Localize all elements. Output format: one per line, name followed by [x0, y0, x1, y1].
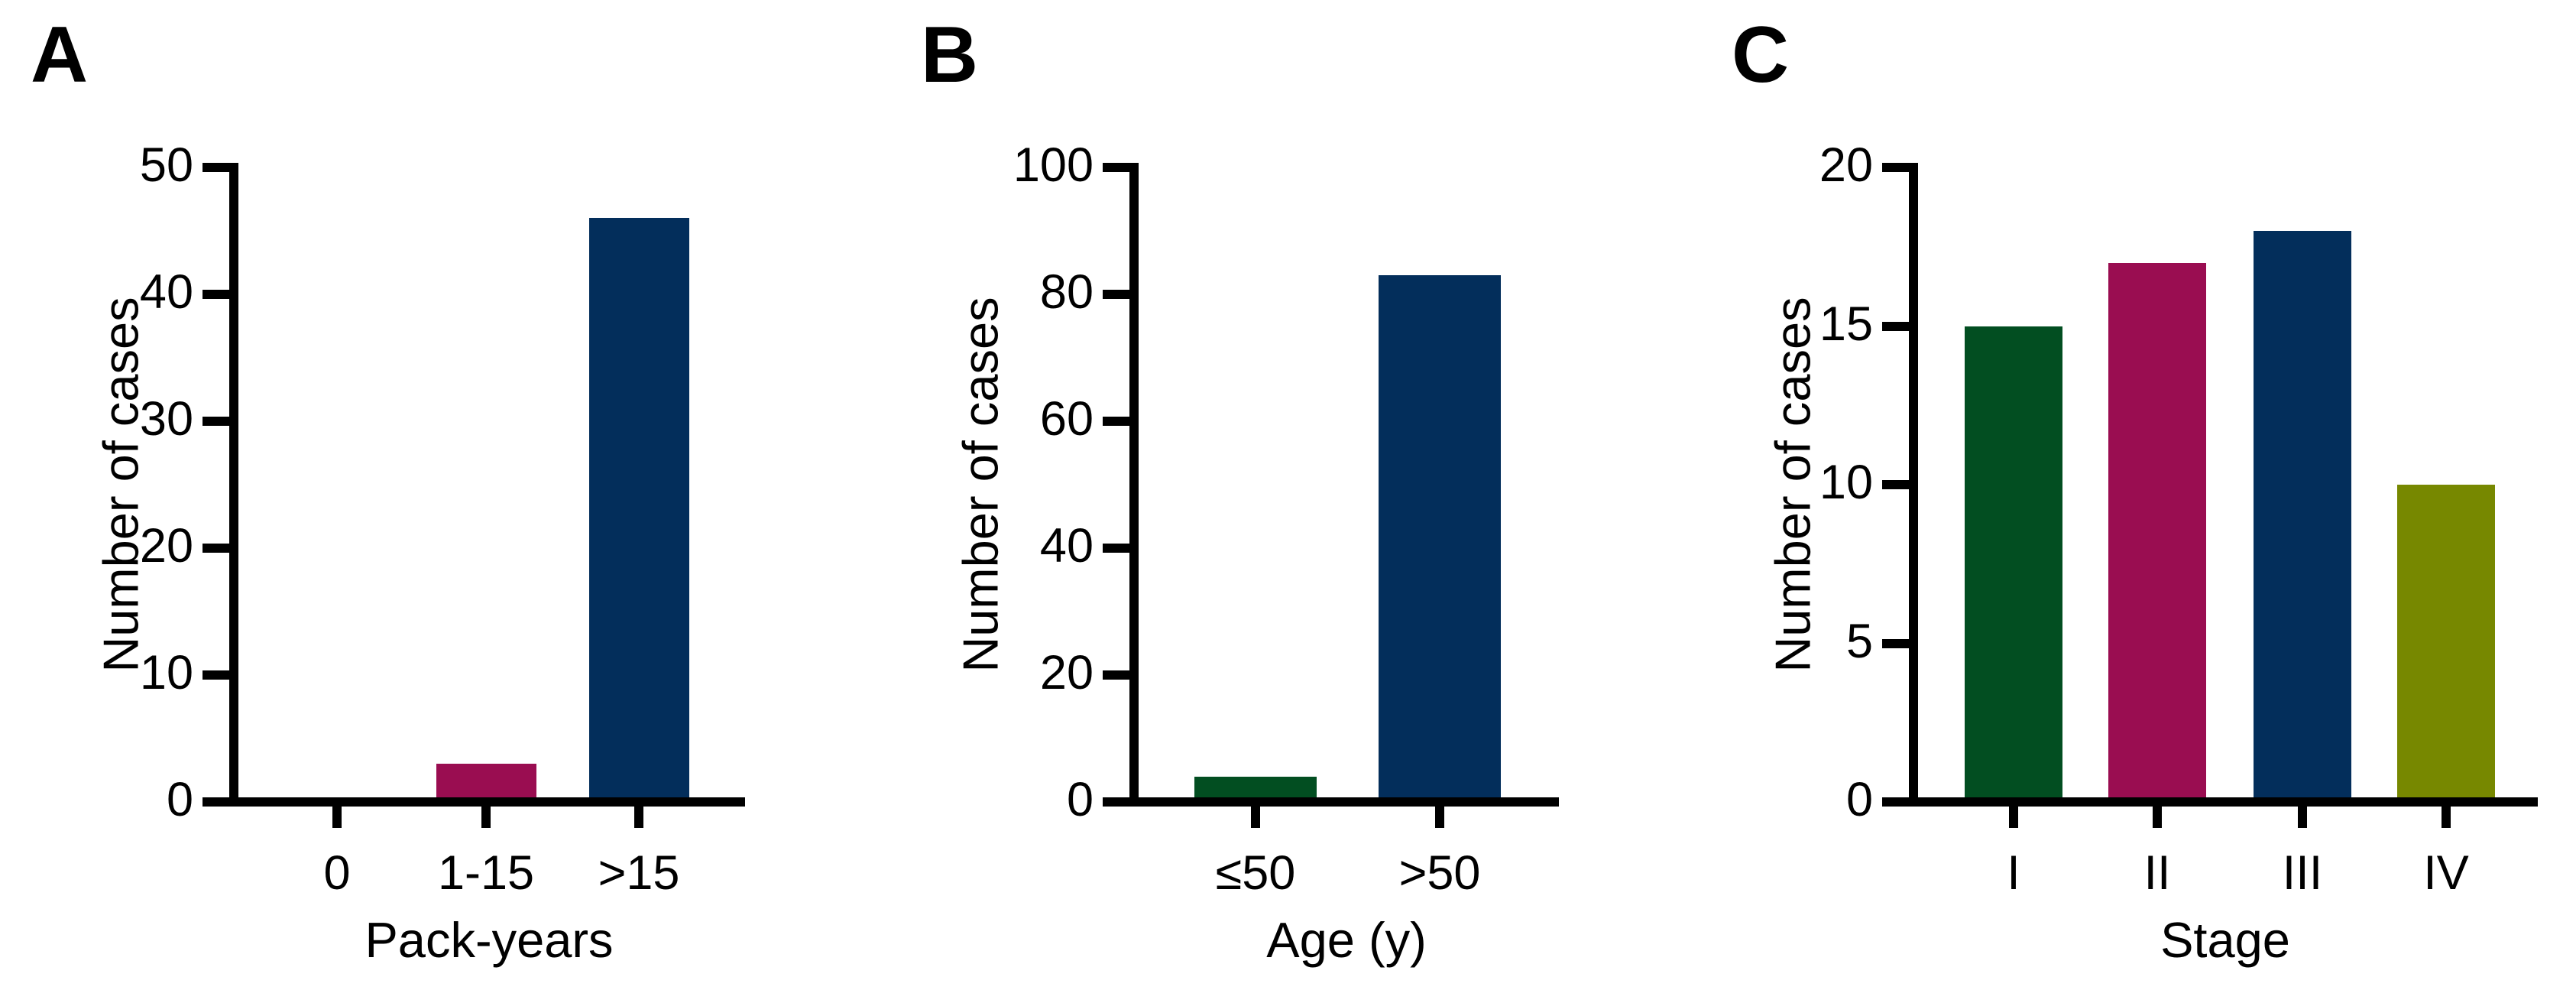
x-axis-title: Age (y) [1266, 912, 1427, 968]
y-tick [203, 670, 229, 680]
y-tick [1882, 163, 1909, 172]
bar-I [1965, 326, 2062, 802]
y-tick-label: 10 [1819, 456, 1873, 509]
y-tick [203, 163, 229, 172]
y-tick [1882, 797, 1909, 807]
bar->50 [1379, 275, 1501, 802]
x-tick [1435, 807, 1444, 828]
y-tick-label: 10 [139, 646, 193, 699]
panel-letter-A: A [31, 11, 89, 99]
y-tick-label: 30 [139, 392, 193, 446]
y-tick [1103, 290, 1129, 299]
y-axis-line [1909, 163, 1918, 807]
y-tick-label: 60 [1039, 392, 1094, 446]
x-tick [2153, 807, 2162, 828]
x-tick-label: 1-15 [437, 846, 535, 900]
bar-1-15 [436, 764, 536, 802]
y-tick-label: 100 [1013, 138, 1094, 192]
x-tick [332, 807, 342, 828]
bar-II [2108, 262, 2206, 802]
y-tick [203, 797, 229, 807]
y-tick [1882, 480, 1909, 489]
x-tick [2442, 807, 2451, 828]
x-tick [2298, 807, 2307, 828]
x-tick [1251, 807, 1260, 828]
x-tick [481, 807, 491, 828]
y-tick-label: 20 [139, 519, 193, 573]
x-axis-title: Pack-years [365, 912, 614, 968]
bar-chart-age: 0 20 40 60 80 100 ≤50 >50 [859, 0, 1718, 990]
panel-B: B Number of cases Age (y) 0 20 40 60 80 100 ≤5… [859, 0, 1718, 990]
y-tick [1103, 670, 1129, 680]
y-tick-label: 40 [1039, 519, 1094, 573]
x-tick-label: II [2143, 846, 2171, 900]
panel-letter-B: B [921, 11, 979, 99]
x-tick-label: III [2282, 846, 2323, 900]
x-tick-label: 0 [323, 846, 351, 900]
x-tick-label: IV [2423, 846, 2469, 900]
y-tick [1103, 797, 1129, 807]
y-tick [203, 417, 229, 426]
y-tick [1103, 544, 1129, 553]
bar-chart-stage: 0 5 10 15 20 I II III IV [1718, 0, 2576, 990]
y-axis-line [1129, 163, 1139, 807]
y-tick-label: 80 [1039, 265, 1094, 319]
x-axis-line [1909, 797, 2538, 807]
bar-chart-pack-years: 0 10 20 30 40 50 0 1-15 >15 [0, 0, 859, 990]
y-tick [203, 290, 229, 299]
y-axis-line [229, 163, 238, 807]
y-tick-label: 0 [166, 773, 193, 826]
panel-letter-C: C [1732, 11, 1790, 99]
y-tick-label: 50 [139, 138, 193, 192]
y-tick-label: 0 [1066, 773, 1094, 826]
bar-III [2254, 231, 2351, 802]
y-tick [1882, 638, 1909, 648]
y-tick [1103, 417, 1129, 426]
x-axis-line [1129, 797, 1559, 807]
x-tick [2009, 807, 2018, 828]
x-tick-label: >50 [1398, 846, 1481, 900]
x-tick-label: >15 [598, 846, 680, 900]
x-tick-label: I [2007, 846, 2020, 900]
x-tick-label: ≤50 [1215, 846, 1296, 900]
y-tick [1882, 321, 1909, 331]
x-tick [634, 807, 643, 828]
panel-A: A Number of cases Pack-years 0 10 20 30 40 50… [0, 0, 859, 990]
x-axis-title: Stage [2160, 912, 2290, 968]
x-axis-line [229, 797, 745, 807]
bar->15 [588, 218, 689, 802]
y-tick-label: 20 [1039, 646, 1094, 699]
y-tick-label: 20 [1819, 138, 1873, 192]
y-tick-label: 40 [139, 265, 193, 319]
panel-C: C Number of cases Stage 0 5 10 15 20 I II III IV [1718, 0, 2576, 990]
y-tick-label: 0 [1845, 773, 1873, 826]
y-tick-label: 5 [1845, 614, 1873, 668]
y-tick [1103, 163, 1129, 172]
bar-IV [2397, 485, 2495, 802]
y-tick [203, 544, 229, 553]
y-tick-label: 15 [1819, 297, 1873, 351]
